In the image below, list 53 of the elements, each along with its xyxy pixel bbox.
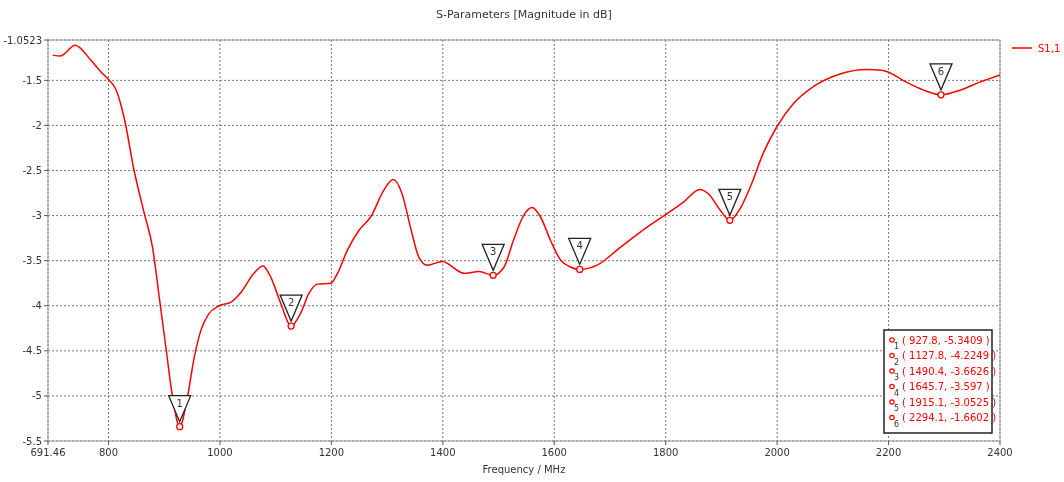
y-tick-label: -2 [32, 119, 42, 131]
annotation: ( 1127.8, -4.2249 ) [902, 350, 997, 361]
annotation: ( 1490.4, -3.6626 ) [902, 365, 997, 377]
annotation: 4 [576, 240, 583, 252]
x-axis-title: Frequency / MHz [482, 464, 566, 475]
text: 3 [894, 373, 900, 382]
y-tick-label: -5.5 [22, 435, 42, 447]
triangle-tag: 1 [167, 395, 192, 424]
x-tick-label: 2000 [764, 447, 790, 458]
point [937, 91, 945, 99]
y-tick-label: -1.0523 [3, 34, 42, 46]
y-tick-label: -1.5 [22, 74, 42, 86]
text: 1 [894, 342, 900, 351]
x-tick-label: 1000 [207, 447, 233, 458]
triangle-tag: 4 [567, 237, 592, 267]
x-tick-label: 1800 [652, 447, 679, 458]
x-tick-label: 1200 [318, 447, 345, 458]
y-tick-label: -4.5 [22, 345, 42, 357]
point [726, 216, 734, 224]
annotation: 2 [287, 297, 295, 309]
x-tick-label: 1400 [430, 447, 456, 458]
x-tick-label: 1600 [541, 447, 567, 458]
x-tick-label: 2400 [987, 447, 1013, 458]
annotation: 3 [489, 246, 497, 258]
point [489, 271, 497, 279]
x-tick-label: 691.46 [30, 447, 66, 458]
annotation: 1 [176, 397, 183, 409]
y-tick-label: -3.5 [22, 255, 42, 267]
annotation: ( 2294.1, -1.6602 ) [902, 412, 997, 423]
triangle-tag: 3 [481, 243, 506, 272]
annotation: ( 1645.7, -3.597 ) [902, 381, 990, 392]
y-tick-label: -2.5 [22, 165, 42, 177]
annotation: ( 1915.1, -3.0525 ) [902, 396, 997, 408]
legend-label: S1,1 [1038, 42, 1061, 54]
text: 6 [894, 419, 900, 429]
annotation: 6 [937, 65, 945, 77]
y-tick-label: -3 [32, 210, 42, 222]
triangle-tag: 6 [929, 63, 953, 92]
y-tick-label: -5 [32, 390, 42, 402]
point [176, 423, 184, 431]
y-tick-label: -4 [32, 300, 42, 312]
triangle-tag: 2 [279, 294, 304, 323]
text: 4 [894, 388, 900, 398]
x-tick-label: 800 [98, 447, 119, 458]
annotation: 5 [726, 191, 733, 203]
text: 5 [894, 404, 900, 413]
triangle-tag: 5 [717, 188, 742, 217]
point [576, 265, 584, 274]
text: 2 [894, 357, 900, 367]
chart-title: S-Parameters [Magnitude in dB] [436, 8, 612, 21]
annotation: ( 927.8, -5.3409 ) [902, 334, 990, 346]
x-tick-label: 2200 [875, 447, 902, 458]
point [287, 322, 295, 330]
